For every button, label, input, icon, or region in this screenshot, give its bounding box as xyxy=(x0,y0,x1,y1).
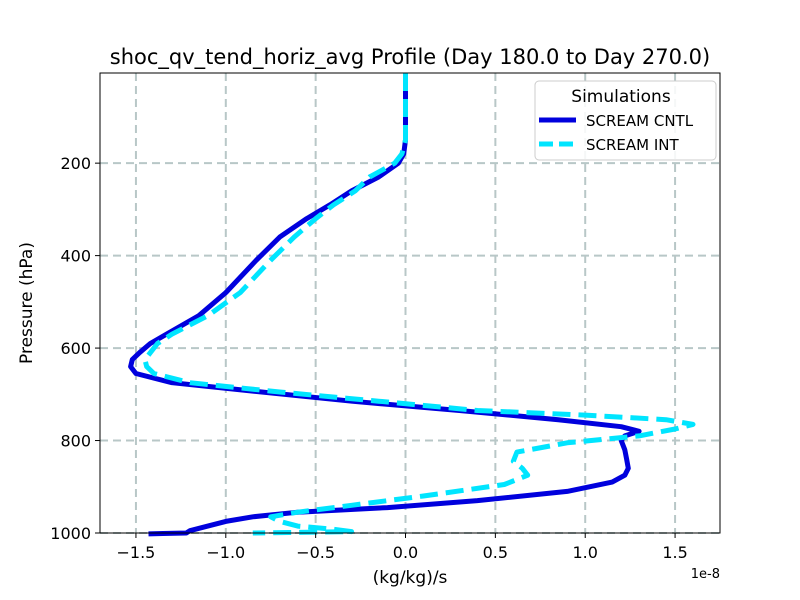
x-tick-label: −1.0 xyxy=(206,543,245,562)
legend: Simulations SCREAM CNTL SCREAM INT xyxy=(534,80,717,161)
legend-label-scream-cntl: SCREAM CNTL xyxy=(586,112,694,130)
x-tick-label: −1.5 xyxy=(117,543,156,562)
legend-box xyxy=(534,80,717,161)
x-axis-label: (kg/kg)/s xyxy=(373,568,448,588)
x-tick-label: 1.5 xyxy=(662,543,687,562)
x-axis-offset-label: 1e-8 xyxy=(691,567,720,582)
x-tick-label: 1.0 xyxy=(572,543,597,562)
y-tick-label: 400 xyxy=(60,247,91,266)
y-tick-label: 1000 xyxy=(50,524,91,543)
x-tick-label: 0.0 xyxy=(393,543,418,562)
chart-title: shoc_qv_tend_horiz_avg Profile (Day 180.… xyxy=(110,45,710,70)
x-axis-ticks: −1.5 −1.0 −0.5 0.0 0.5 1.0 1.5 xyxy=(117,533,688,562)
plot-frame xyxy=(99,72,721,534)
legend-label-scream-int: SCREAM INT xyxy=(586,136,680,154)
y-axis-label: Pressure (hPa) xyxy=(17,242,37,364)
y-tick-label: 200 xyxy=(60,154,91,173)
series-lines xyxy=(128,73,696,537)
y-tick-label: 600 xyxy=(60,339,91,358)
series-line-scream-int xyxy=(142,73,696,536)
x-tick-label: −0.5 xyxy=(296,543,335,562)
y-tick-label: 800 xyxy=(60,432,91,451)
grid xyxy=(100,73,720,534)
x-tick-label: 0.5 xyxy=(483,543,508,562)
legend-title: Simulations xyxy=(571,87,671,107)
y-axis-ticks: 200 400 600 800 1000 xyxy=(50,154,100,543)
